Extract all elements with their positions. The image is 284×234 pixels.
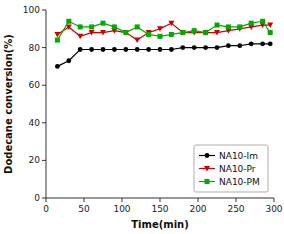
- point: [203, 45, 208, 50]
- point: [78, 24, 83, 29]
- point: [180, 45, 185, 50]
- y-tick: [42, 122, 46, 123]
- point: [260, 41, 265, 46]
- chart-container: 050100150200250300020406080100Time(min)D…: [0, 0, 284, 234]
- point: [237, 43, 242, 48]
- chart: 050100150200250300020406080100Time(min)D…: [0, 0, 284, 234]
- legend-marker: [204, 166, 210, 172]
- plot-area: [54, 19, 273, 69]
- point: [158, 47, 163, 52]
- y-axis-line: [46, 10, 47, 198]
- point: [180, 30, 185, 35]
- series-line: [57, 23, 270, 40]
- point: [89, 24, 94, 29]
- legend-label: NA10-Im: [219, 151, 258, 161]
- legend: NA10-Im NA10-Pr NA10-PM: [194, 145, 268, 192]
- legend-label: NA10-Pr: [219, 164, 256, 174]
- point: [101, 47, 106, 52]
- point: [249, 41, 254, 46]
- y-tick-label: 40: [29, 118, 41, 128]
- point: [146, 47, 151, 52]
- point: [135, 47, 140, 52]
- legend-marker: [205, 153, 210, 158]
- point: [203, 30, 208, 35]
- point: [226, 24, 231, 29]
- point: [214, 30, 220, 36]
- point: [89, 47, 94, 52]
- x-tick: [160, 198, 161, 202]
- point: [55, 64, 60, 69]
- y-axis-label: Dodecane conversion(%): [3, 34, 14, 174]
- point: [134, 38, 140, 44]
- x-tick: [84, 198, 85, 202]
- y-tick: [42, 85, 46, 86]
- point: [192, 45, 197, 50]
- y-tick: [42, 47, 46, 48]
- point: [146, 32, 151, 37]
- point: [112, 24, 117, 29]
- legend-label: NA10-PM: [219, 177, 260, 187]
- point: [157, 26, 163, 32]
- point: [78, 47, 83, 52]
- point: [101, 21, 106, 26]
- x-axis-label: Time(min): [131, 219, 189, 230]
- y-tick-label: 80: [29, 43, 41, 53]
- point: [180, 30, 186, 36]
- point: [169, 47, 174, 52]
- y-tick: [42, 10, 46, 11]
- point: [66, 19, 71, 24]
- x-tick: [46, 198, 47, 202]
- point: [268, 30, 273, 35]
- series: [55, 41, 273, 68]
- y-tick-label: 100: [23, 5, 40, 15]
- point: [123, 30, 129, 36]
- point: [168, 21, 174, 27]
- point: [135, 24, 140, 29]
- point: [249, 21, 254, 26]
- x-tick-label: 50: [78, 204, 90, 214]
- x-tick-label: 100: [113, 204, 130, 214]
- x-tick-label: 0: [43, 204, 49, 214]
- series: [55, 19, 273, 43]
- series-line: [57, 44, 270, 67]
- x-tick-label: 150: [151, 204, 168, 214]
- point: [55, 38, 60, 43]
- point: [260, 19, 265, 24]
- series-line: [57, 21, 270, 40]
- y-tick: [42, 160, 46, 161]
- y-tick-label: 0: [34, 193, 40, 203]
- point: [89, 30, 95, 36]
- point: [267, 23, 273, 29]
- point: [237, 24, 242, 29]
- y-tick-label: 20: [29, 155, 41, 165]
- point: [66, 58, 71, 63]
- series: [54, 21, 273, 43]
- x-tick: [198, 198, 199, 202]
- legend-marker: [205, 179, 210, 184]
- x-tick-label: 250: [227, 204, 244, 214]
- legend-box: [194, 145, 268, 192]
- x-tick: [122, 198, 123, 202]
- x-tick: [274, 198, 275, 202]
- point: [203, 30, 209, 36]
- point: [192, 28, 197, 33]
- point: [123, 47, 128, 52]
- y-tick-label: 60: [29, 80, 41, 90]
- x-tick: [236, 198, 237, 202]
- x-tick-label: 200: [189, 204, 206, 214]
- point: [169, 32, 174, 37]
- point: [123, 30, 128, 35]
- point: [226, 43, 231, 48]
- point: [158, 34, 163, 39]
- point: [77, 34, 83, 40]
- x-tick-label: 300: [265, 204, 282, 214]
- point: [215, 23, 220, 28]
- point: [112, 47, 117, 52]
- point: [268, 41, 273, 46]
- y-tick: [42, 198, 46, 199]
- point: [215, 45, 220, 50]
- point: [100, 30, 106, 36]
